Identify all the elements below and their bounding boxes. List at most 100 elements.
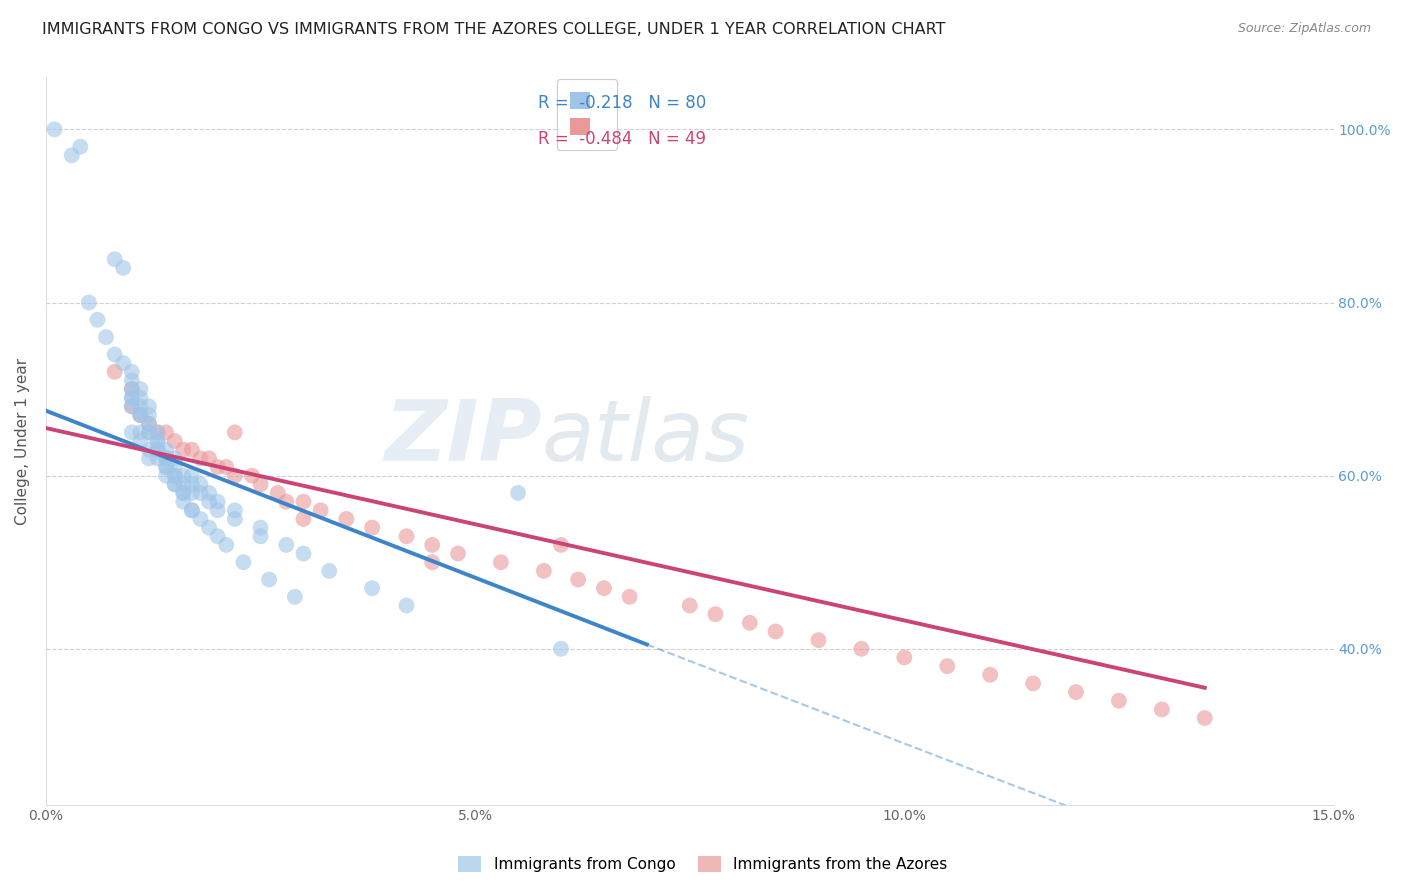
Point bbox=[249, 477, 271, 491]
Point bbox=[129, 382, 152, 396]
Point bbox=[138, 417, 160, 431]
Point bbox=[155, 468, 177, 483]
Point bbox=[506, 486, 529, 500]
Text: Source: ZipAtlas.com: Source: ZipAtlas.com bbox=[1237, 22, 1371, 36]
Point bbox=[249, 520, 271, 534]
Point bbox=[172, 468, 194, 483]
Point bbox=[738, 615, 761, 630]
Point bbox=[190, 451, 212, 466]
Point bbox=[77, 295, 100, 310]
Point bbox=[224, 512, 246, 526]
Point bbox=[163, 460, 186, 475]
Point bbox=[215, 460, 238, 475]
Point bbox=[172, 486, 194, 500]
Point bbox=[104, 347, 127, 361]
Point bbox=[180, 442, 202, 457]
Point bbox=[112, 356, 135, 370]
Point bbox=[893, 650, 915, 665]
Point bbox=[146, 442, 169, 457]
Point bbox=[567, 573, 589, 587]
Point bbox=[129, 408, 152, 422]
Point bbox=[155, 460, 177, 475]
Point bbox=[138, 451, 160, 466]
Point bbox=[1150, 702, 1173, 716]
Point bbox=[224, 503, 246, 517]
Point bbox=[138, 425, 160, 440]
Point bbox=[146, 434, 169, 448]
Point bbox=[180, 503, 202, 517]
Point bbox=[619, 590, 641, 604]
Point bbox=[163, 477, 186, 491]
Point bbox=[172, 477, 194, 491]
Text: R =  -0.218   N = 80: R = -0.218 N = 80 bbox=[538, 94, 706, 112]
Point bbox=[138, 417, 160, 431]
Point bbox=[765, 624, 787, 639]
Point bbox=[292, 494, 315, 508]
Point bbox=[163, 468, 186, 483]
Point bbox=[232, 555, 254, 569]
Point bbox=[112, 260, 135, 275]
Point bbox=[94, 330, 117, 344]
Point bbox=[292, 547, 315, 561]
Point bbox=[129, 408, 152, 422]
Point bbox=[180, 477, 202, 491]
Point bbox=[180, 486, 202, 500]
Point bbox=[395, 599, 418, 613]
Point bbox=[172, 486, 194, 500]
Point bbox=[224, 468, 246, 483]
Point bbox=[593, 581, 616, 595]
Point bbox=[198, 451, 221, 466]
Point bbox=[138, 442, 160, 457]
Point bbox=[155, 460, 177, 475]
Point bbox=[129, 434, 152, 448]
Point bbox=[215, 538, 238, 552]
Point bbox=[1194, 711, 1216, 725]
Point bbox=[129, 391, 152, 405]
Point bbox=[807, 633, 830, 648]
Point bbox=[550, 538, 572, 552]
Point bbox=[44, 122, 66, 136]
Point bbox=[129, 425, 152, 440]
Point bbox=[121, 400, 143, 414]
Point bbox=[190, 486, 212, 500]
Point bbox=[121, 400, 143, 414]
Point bbox=[155, 451, 177, 466]
Point bbox=[267, 486, 290, 500]
Point bbox=[276, 494, 298, 508]
Point bbox=[207, 503, 229, 517]
Point bbox=[155, 425, 177, 440]
Point bbox=[138, 400, 160, 414]
Point bbox=[224, 425, 246, 440]
Point bbox=[207, 494, 229, 508]
Point bbox=[138, 425, 160, 440]
Text: R =  -0.484   N = 49: R = -0.484 N = 49 bbox=[538, 129, 706, 147]
Point bbox=[190, 512, 212, 526]
Point bbox=[138, 408, 160, 422]
Point bbox=[121, 391, 143, 405]
Point bbox=[121, 382, 143, 396]
Legend:  ,  : , bbox=[557, 78, 617, 150]
Point bbox=[395, 529, 418, 543]
Text: ZIP: ZIP bbox=[384, 396, 541, 479]
Point bbox=[979, 667, 1001, 681]
Point bbox=[447, 547, 470, 561]
Point bbox=[86, 313, 108, 327]
Point bbox=[129, 408, 152, 422]
Point bbox=[420, 538, 443, 552]
Point bbox=[292, 512, 315, 526]
Point bbox=[207, 460, 229, 475]
Point bbox=[361, 581, 384, 595]
Point bbox=[121, 373, 143, 387]
Point bbox=[163, 451, 186, 466]
Point bbox=[533, 564, 555, 578]
Y-axis label: College, Under 1 year: College, Under 1 year bbox=[15, 358, 30, 524]
Point bbox=[163, 434, 186, 448]
Point bbox=[180, 468, 202, 483]
Point bbox=[60, 148, 83, 162]
Point bbox=[146, 425, 169, 440]
Point bbox=[146, 442, 169, 457]
Point bbox=[284, 590, 307, 604]
Point bbox=[69, 139, 91, 153]
Point bbox=[257, 573, 280, 587]
Point bbox=[163, 468, 186, 483]
